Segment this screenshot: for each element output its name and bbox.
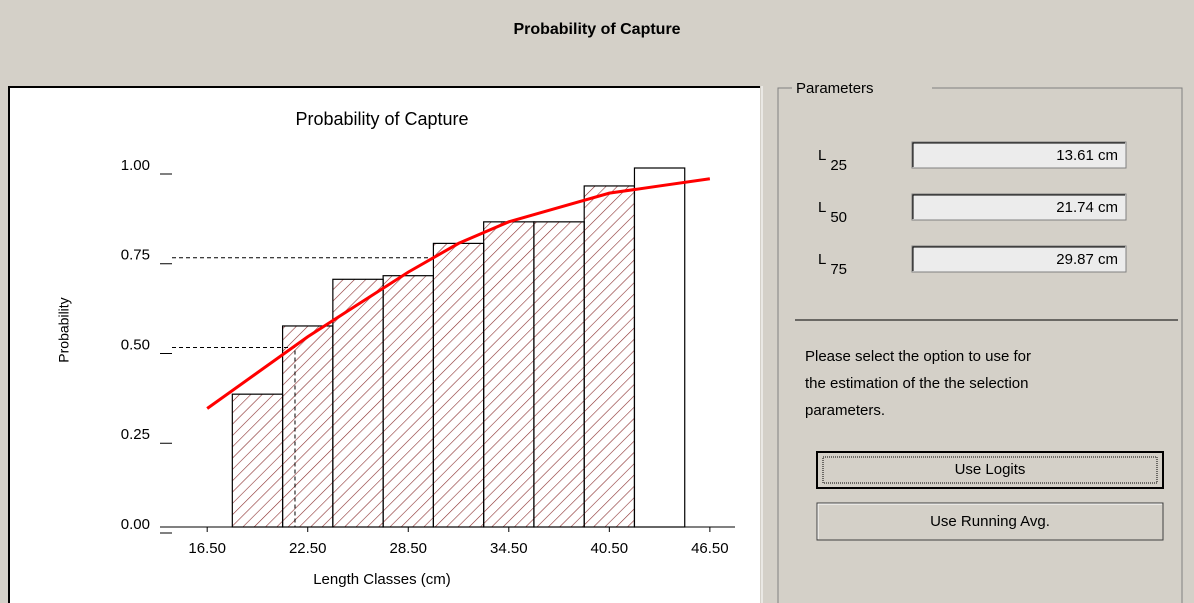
- field-inset: [912, 246, 1125, 271]
- bar: [583, 185, 636, 528]
- y-tick-label: 0.50: [121, 336, 150, 353]
- x-tick-label: 22.50: [289, 540, 327, 557]
- instruction-line: Please select the option to use for: [805, 348, 1031, 365]
- x-tick-label: 34.50: [490, 540, 528, 557]
- button-highlight: [817, 503, 1162, 539]
- y-tick-label: 0.25: [121, 426, 150, 443]
- y-tick-label: 0.00: [121, 516, 150, 533]
- param-field: [911, 193, 1127, 221]
- param-label: L75: [818, 251, 847, 278]
- bar: [633, 167, 686, 528]
- param-subscript: 25: [830, 157, 847, 174]
- x-tick-label: 40.50: [591, 540, 629, 557]
- group-title-bg: [792, 80, 932, 96]
- param-subscript: 75: [830, 261, 847, 278]
- param-label: L25: [818, 147, 847, 174]
- x-tick-label: 46.50: [691, 540, 729, 557]
- bar: [281, 325, 334, 528]
- bar: [432, 242, 485, 528]
- instruction-line: the estimation of the the selection: [805, 375, 1028, 392]
- button[interactable]: Use Logits: [816, 451, 1164, 489]
- param-symbol: L: [818, 199, 826, 216]
- x-tick-label: 16.50: [188, 540, 226, 557]
- panel-border: [8, 86, 760, 603]
- param-symbol: L: [818, 251, 826, 268]
- param-field: [911, 141, 1127, 169]
- focus-rect: [822, 456, 1158, 484]
- y-tick-label: 0.75: [121, 247, 150, 264]
- window-title: Probability of Capture: [513, 21, 680, 38]
- x-axis-label: Length Classes (cm): [313, 571, 451, 588]
- fitted-curve: [206, 177, 711, 410]
- param-field: [911, 245, 1127, 273]
- button-label[interactable]: Use Logits: [955, 461, 1026, 478]
- bar: [483, 221, 535, 528]
- field-inset: [912, 142, 1125, 167]
- x-tick-label: 28.50: [389, 540, 427, 557]
- param-value: 29.87 cm: [1056, 251, 1118, 268]
- param-subscript: 50: [830, 209, 847, 226]
- field-inset: [912, 194, 1125, 219]
- bar: [382, 275, 434, 528]
- y-tick-label: 1.00: [121, 157, 150, 174]
- button-label[interactable]: Use Running Avg.: [930, 513, 1050, 530]
- param-value: 13.61 cm: [1056, 147, 1118, 164]
- chart-title: Probability of Capture: [295, 109, 468, 129]
- bar: [231, 393, 284, 528]
- button[interactable]: Use Running Avg.: [816, 502, 1164, 541]
- y-axis-label: Probability: [56, 297, 72, 362]
- param-symbol: L: [818, 147, 826, 164]
- button-frame[interactable]: [816, 502, 1164, 541]
- bar: [533, 221, 585, 528]
- param-value: 21.74 cm: [1056, 199, 1118, 216]
- instruction-line: parameters.: [805, 402, 885, 419]
- button-frame[interactable]: [816, 451, 1164, 489]
- group-title: Parameters: [796, 80, 874, 97]
- group-box: [777, 87, 1183, 603]
- param-label: L50: [818, 199, 847, 226]
